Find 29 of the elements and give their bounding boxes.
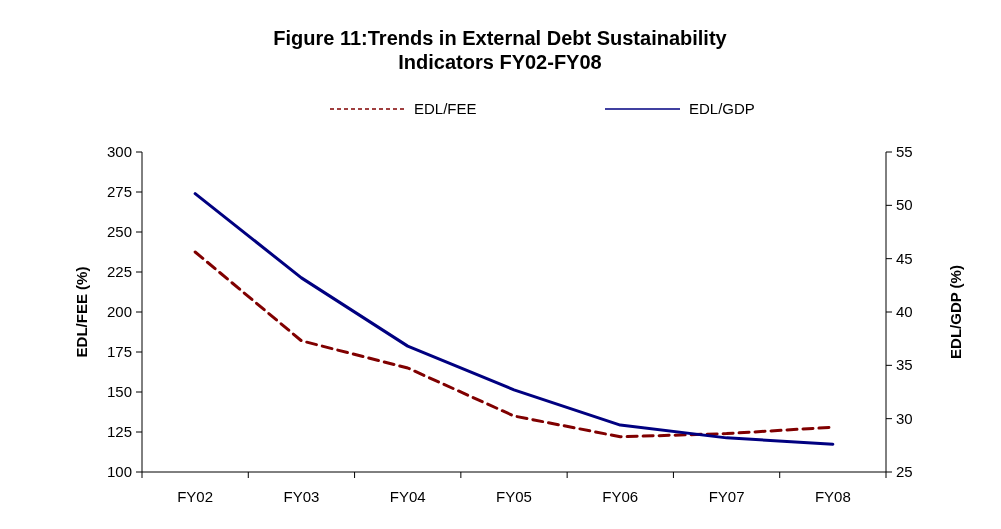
y-tick-label: 200 — [106, 303, 132, 320]
x-tick-label: FY03 — [283, 488, 320, 505]
y-tick-label: 275 — [106, 183, 132, 200]
x-tick-label: FY07 — [708, 488, 745, 505]
y-tick-label: 100 — [106, 463, 132, 480]
y-tick-label: 150 — [106, 383, 132, 400]
x-tick-label: FY05 — [496, 488, 532, 505]
x-tick-label: FY06 — [602, 488, 639, 505]
line-series — [193, 192, 835, 446]
legend-label: EDL/FEE — [414, 100, 477, 117]
x-tick-label: FY04 — [389, 488, 426, 505]
y-tick-label: 175 — [106, 343, 132, 360]
legend-label: EDL/GDP — [689, 100, 755, 117]
y2-tick-label: 55 — [896, 143, 913, 160]
y-tick-label: 250 — [106, 223, 132, 240]
y2-tick-label: 45 — [896, 249, 913, 267]
y2-tick-label: 40 — [896, 303, 913, 320]
y2-tick-label: 50 — [896, 196, 913, 214]
y-tick-label: 125 — [106, 423, 132, 440]
x-tick-label: FY02 — [177, 488, 214, 505]
y2-tick-label: 30 — [896, 409, 913, 427]
y-tick-label: 225 — [106, 263, 132, 280]
chart-title: Figure 11:Trends in External Debt Sustainability Indicators FY02-FY08 — [273, 27, 728, 73]
y2-tick-label: 35 — [896, 356, 913, 374]
x-tick-label: FY08 — [814, 488, 851, 505]
y-axis-title: EDL/FEE (%) — [73, 266, 90, 358]
y-tick-label: 300 — [106, 143, 132, 160]
y2-axis-title: EDL/GDP (%) — [947, 265, 964, 359]
y2-tick-label: 25 — [896, 463, 913, 480]
